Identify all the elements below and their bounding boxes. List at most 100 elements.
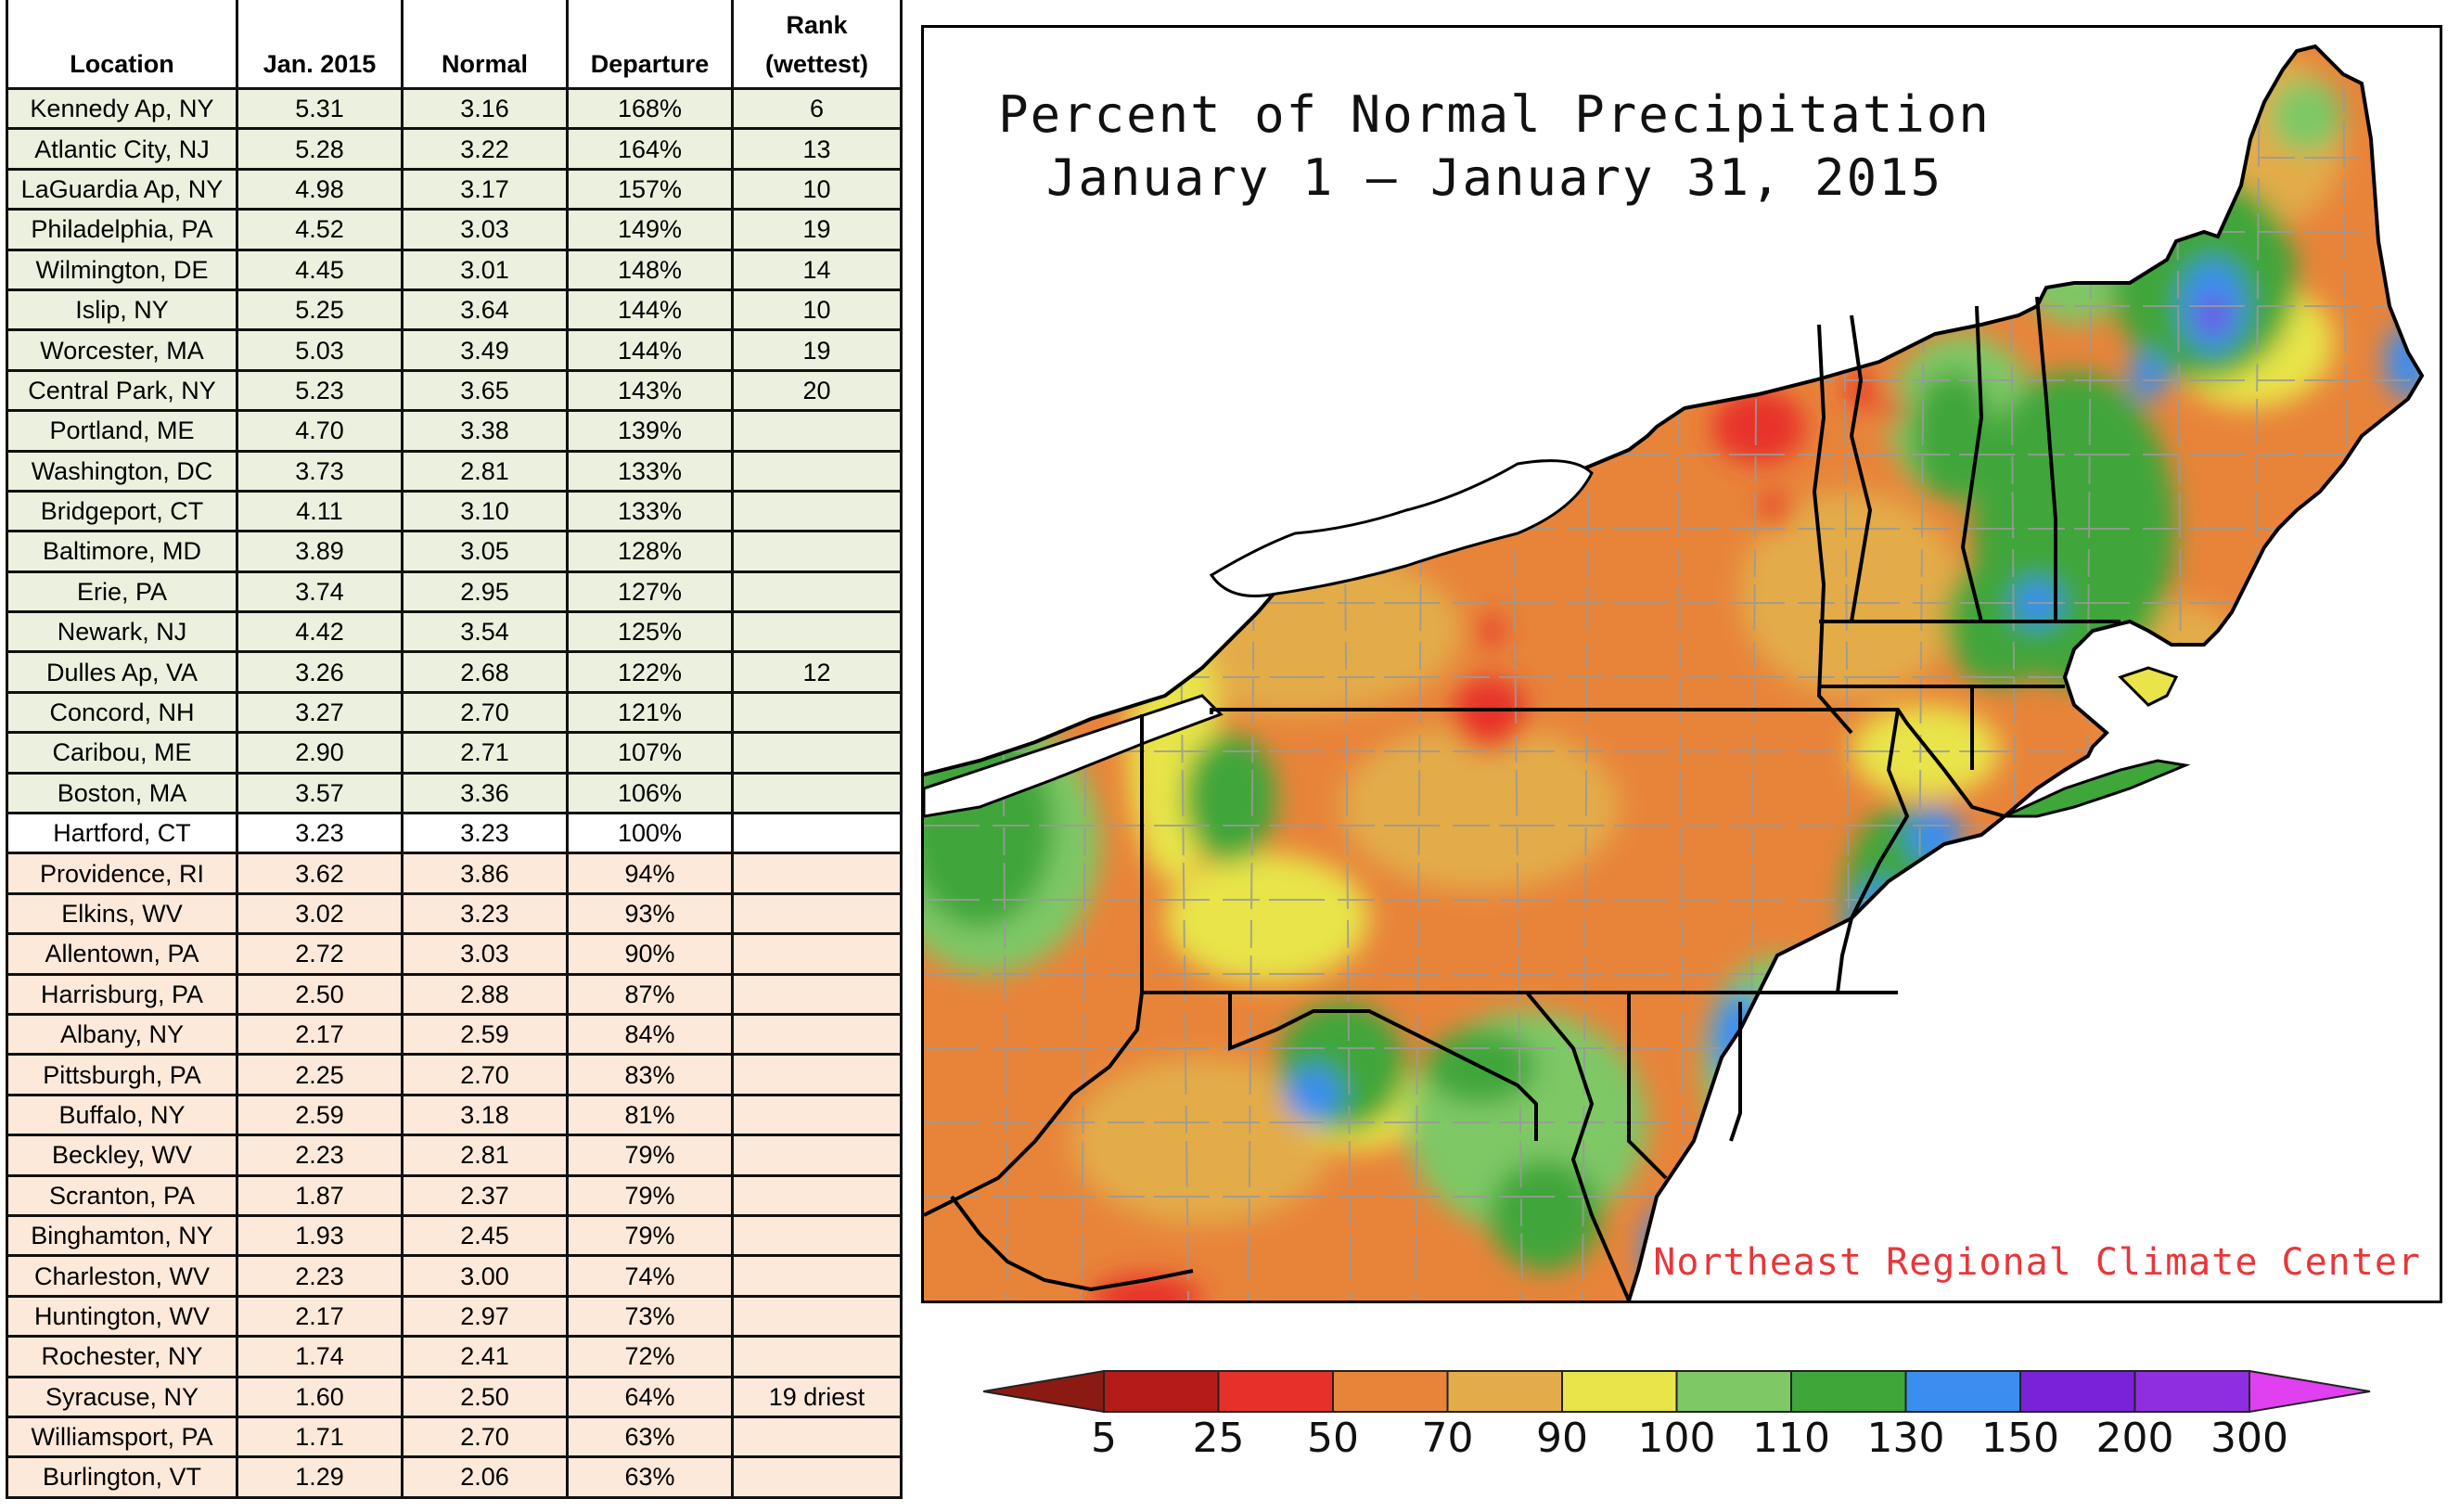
cell-location: Caribou, ME [6,731,238,775]
cell-departure: 144% [566,328,734,372]
legend-label: 200 [2095,1415,2174,1462]
cell-jan-2015: 2.59 [236,1093,404,1137]
legend-label: 300 [2210,1415,2288,1462]
cell-location: Huntington, WV [6,1294,238,1339]
cell-location: Elkins, WV [6,891,238,936]
cell-location: Kennedy Ap, NY [6,86,238,131]
cell-jan-2015: 2.17 [236,1012,404,1057]
cell-location: Portland, ME [6,409,238,453]
cell-location: Burlington, VT [6,1455,238,1499]
cell-departure: 94% [566,852,734,895]
cell-jan-2015: 2.17 [236,1294,404,1339]
cell-jan-2015: 1.29 [236,1455,404,1499]
cell-normal: 2.68 [401,650,569,694]
cell-departure: 149% [566,208,734,251]
cell-jan-2015: 2.23 [236,1254,404,1298]
table-row: Syracuse, NY 1.60 2.50 64% 19 driest [6,1375,903,1418]
cell-location: Charleston, WV [6,1254,238,1298]
cell-departure: 100% [566,812,734,855]
cell-normal: 3.23 [401,812,569,855]
table-row: Boston, MA 3.57 3.36 106% [6,771,903,815]
cell-location: Philadelphia, PA [6,208,238,251]
cell-location: Atlantic City, NJ [6,127,238,171]
table-row: Washington, DC 3.73 2.81 133% [6,449,903,493]
cell-location: Albany, NY [6,1012,238,1057]
cell-location: Rochester, NY [6,1335,238,1378]
cell-rank: 20 [731,368,903,413]
cell-departure: 127% [566,570,734,614]
cell-normal: 3.22 [401,127,569,171]
cell-departure: 168% [566,86,734,131]
color-legend [983,1369,2371,1414]
cell-normal: 3.05 [401,530,569,573]
map-credit: Northeast Regional Climate Center [1653,1241,2421,1284]
cell-departure: 74% [566,1254,734,1298]
cell-rank: 14 [731,248,903,291]
table-header-row: Location Jan. 2015 Normal Departure Rank… [6,0,903,90]
table-body: Kennedy Ap, NY 5.31 3.16 168% 6 Atlantic City… [6,86,903,1499]
cell-jan-2015: 1.74 [236,1335,404,1378]
legend-swatch [1103,1370,1220,1413]
header-rank-line2: (wettest) [764,50,868,78]
table-row: Scranton, PA 1.87 2.37 79% [6,1173,903,1217]
cell-normal: 3.16 [401,86,569,131]
cell-jan-2015: 2.72 [236,932,404,976]
cell-departure: 64% [566,1375,734,1418]
table-row: Atlantic City, NJ 5.28 3.22 164% 13 [6,127,903,171]
cell-rank [731,1294,903,1339]
cell-rank [731,690,903,735]
legend-label: 5 [1091,1415,1117,1462]
cell-jan-2015: 3.89 [236,530,404,573]
cell-jan-2015: 3.73 [236,449,404,493]
cell-location: Buffalo, NY [6,1093,238,1137]
cell-normal: 2.95 [401,570,569,614]
cell-location: Binghamton, NY [6,1213,238,1258]
legend-swatch [2249,1369,2371,1414]
cell-jan-2015: 5.28 [236,127,404,171]
map-title: Percent of Normal Precipitation [998,85,1991,144]
table-row: Bridgeport, CT 4.11 3.10 133% [6,489,903,533]
cell-location: Wilmington, DE [6,248,238,291]
cell-jan-2015: 5.23 [236,368,404,413]
cell-normal: 2.88 [401,972,569,1016]
lake-ontario [1209,459,1594,597]
map-canvas [924,44,2425,1301]
lake-erie [924,694,1224,818]
cell-jan-2015: 3.27 [236,690,404,735]
cell-jan-2015: 4.52 [236,208,404,251]
cell-rank [731,449,903,493]
cell-rank: 19 driest [731,1375,903,1418]
cell-jan-2015: 3.74 [236,570,404,614]
cell-normal: 3.23 [401,891,569,936]
table-row: Rochester, NY 1.74 2.41 72% [6,1335,903,1378]
cell-rank [731,610,903,654]
legend-label: 100 [1637,1415,1716,1462]
cell-location: LaGuardia Ap, NY [6,167,238,211]
coastline [924,44,2425,1301]
cell-departure: 148% [566,248,734,291]
table-row: Worcester, MA 5.03 3.49 144% 19 [6,328,903,372]
cell-rank [731,891,903,936]
cell-normal: 3.36 [401,771,569,815]
cell-location: Washington, DC [6,449,238,493]
cell-departure: 73% [566,1294,734,1339]
cell-normal: 3.03 [401,932,569,976]
cell-normal: 2.37 [401,1173,569,1217]
cell-normal: 3.03 [401,208,569,251]
cell-normal: 2.70 [401,1415,569,1459]
cell-departure: 122% [566,650,734,694]
cell-normal: 3.18 [401,1093,569,1137]
cell-departure: 93% [566,891,734,936]
cell-departure: 83% [566,1053,734,1096]
table-row: Williamsport, PA 1.71 2.70 63% [6,1415,903,1459]
cell-rank [731,1053,903,1096]
cell-jan-2015: 4.70 [236,409,404,453]
legend-swatch [2133,1370,2250,1413]
table-row: Baltimore, MD 3.89 3.05 128% [6,530,903,573]
cell-normal: 3.54 [401,610,569,654]
cell-departure: 79% [566,1134,734,1177]
legend-swatch [983,1369,1105,1414]
cell-jan-2015: 2.50 [236,972,404,1016]
cell-rank [731,731,903,775]
table-row: Central Park, NY 5.23 3.65 143% 20 [6,368,903,413]
